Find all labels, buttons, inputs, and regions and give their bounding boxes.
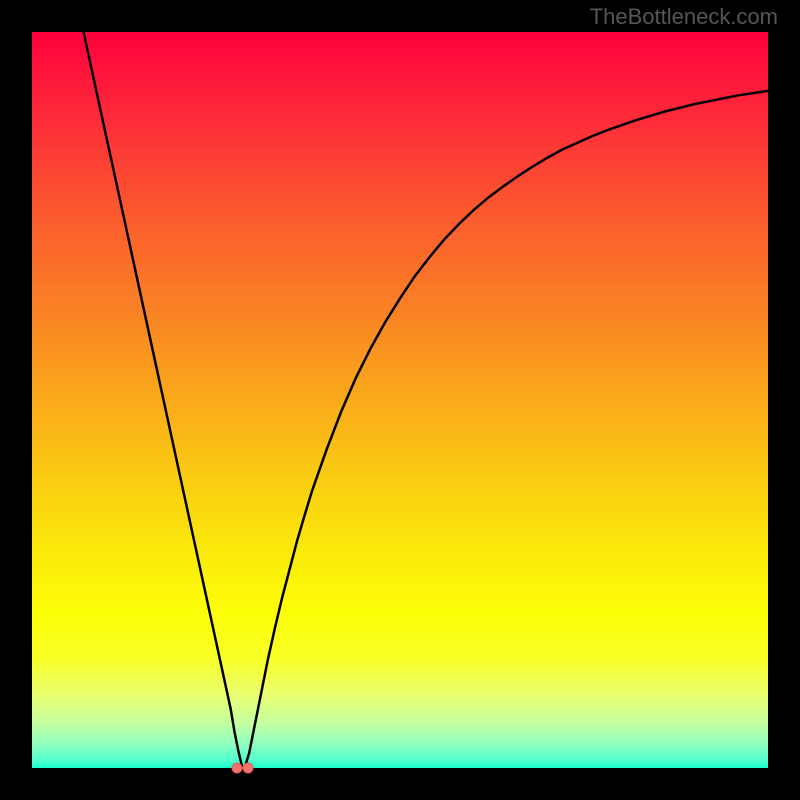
watermark-text: TheBottleneck.com	[590, 4, 778, 30]
data-marker	[231, 763, 242, 774]
curve-layer	[32, 32, 768, 768]
data-marker	[242, 763, 253, 774]
plot-area	[32, 32, 768, 768]
bottleneck-curve	[84, 32, 768, 768]
